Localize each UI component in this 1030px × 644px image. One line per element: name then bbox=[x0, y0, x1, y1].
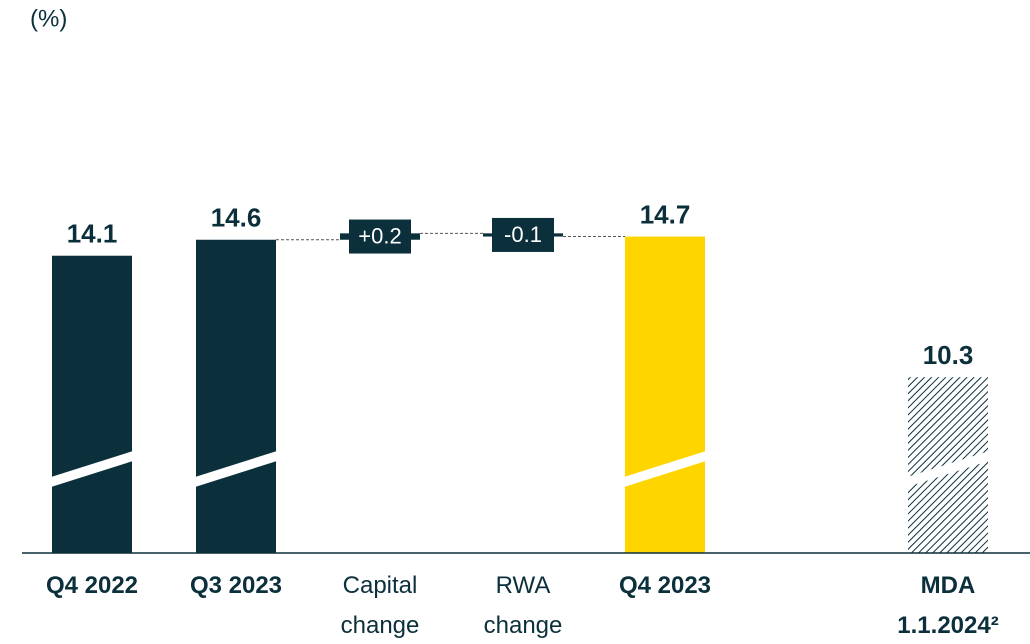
bar bbox=[196, 239, 276, 554]
value-label: +0.2 bbox=[358, 223, 401, 248]
axis-break bbox=[195, 451, 277, 487]
x-tick-label: Capital change bbox=[341, 572, 420, 639]
bar bbox=[625, 236, 705, 554]
axis-break bbox=[907, 451, 989, 487]
axis-break bbox=[624, 451, 706, 487]
axis-break bbox=[51, 451, 133, 487]
x-tick-label: Q4 2023 bbox=[619, 572, 711, 599]
x-tick-label-line: Q3 2023 bbox=[190, 572, 282, 599]
x-tick-label: RWA change bbox=[484, 572, 563, 639]
value-label: 10.3 bbox=[923, 340, 974, 370]
x-tick-label-line: Q4 2023 bbox=[619, 572, 711, 599]
x-tick-label-line: Q4 2022 bbox=[46, 572, 138, 599]
bar bbox=[52, 255, 132, 554]
x-tick-label-line: 1.1.2024² bbox=[897, 612, 998, 639]
x-tick-label: Q3 2023 bbox=[190, 572, 282, 599]
x-tick-label-line: MDA bbox=[921, 572, 976, 599]
x-tick-label-line: RWA bbox=[496, 572, 551, 599]
label-box bbox=[492, 217, 554, 252]
label-box bbox=[349, 219, 411, 254]
x-tick-label-line: Capital bbox=[343, 572, 418, 599]
value-label: 14.1 bbox=[67, 219, 118, 249]
value-label: -0.1 bbox=[504, 222, 542, 247]
value-label: 14.7 bbox=[640, 199, 691, 229]
x-tick-label-line: change bbox=[341, 612, 420, 639]
x-tick-label-line: change bbox=[484, 612, 563, 639]
x-tick-label: MDA 1.1.2024² bbox=[897, 572, 998, 639]
unit-label: (%) bbox=[30, 5, 67, 32]
x-tick-label: Q4 2022 bbox=[46, 572, 138, 599]
value-label: 14.6 bbox=[211, 203, 262, 233]
